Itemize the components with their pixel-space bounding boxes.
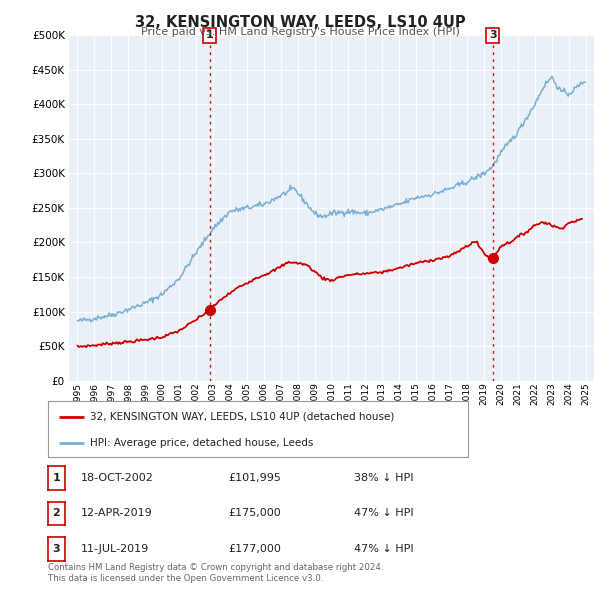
Text: 38% ↓ HPI: 38% ↓ HPI <box>354 473 413 483</box>
Text: 47% ↓ HPI: 47% ↓ HPI <box>354 544 413 553</box>
Text: 1: 1 <box>53 473 60 483</box>
Text: 11-JUL-2019: 11-JUL-2019 <box>81 544 149 553</box>
Text: 12-APR-2019: 12-APR-2019 <box>81 509 153 518</box>
Text: Contains HM Land Registry data © Crown copyright and database right 2024.: Contains HM Land Registry data © Crown c… <box>48 563 383 572</box>
Text: 3: 3 <box>489 31 497 40</box>
Text: 32, KENSINGTON WAY, LEEDS, LS10 4UP (detached house): 32, KENSINGTON WAY, LEEDS, LS10 4UP (det… <box>90 412 394 422</box>
Text: £175,000: £175,000 <box>228 509 281 518</box>
Text: 47% ↓ HPI: 47% ↓ HPI <box>354 509 413 518</box>
Text: 2: 2 <box>53 509 60 518</box>
Text: £177,000: £177,000 <box>228 544 281 553</box>
Text: Price paid vs. HM Land Registry's House Price Index (HPI): Price paid vs. HM Land Registry's House … <box>140 27 460 37</box>
Text: 1: 1 <box>206 31 214 40</box>
Text: This data is licensed under the Open Government Licence v3.0.: This data is licensed under the Open Gov… <box>48 574 323 583</box>
Text: 3: 3 <box>53 544 60 553</box>
Text: 18-OCT-2002: 18-OCT-2002 <box>81 473 154 483</box>
Text: 32, KENSINGTON WAY, LEEDS, LS10 4UP: 32, KENSINGTON WAY, LEEDS, LS10 4UP <box>134 15 466 30</box>
Text: HPI: Average price, detached house, Leeds: HPI: Average price, detached house, Leed… <box>90 438 313 448</box>
Text: £101,995: £101,995 <box>228 473 281 483</box>
